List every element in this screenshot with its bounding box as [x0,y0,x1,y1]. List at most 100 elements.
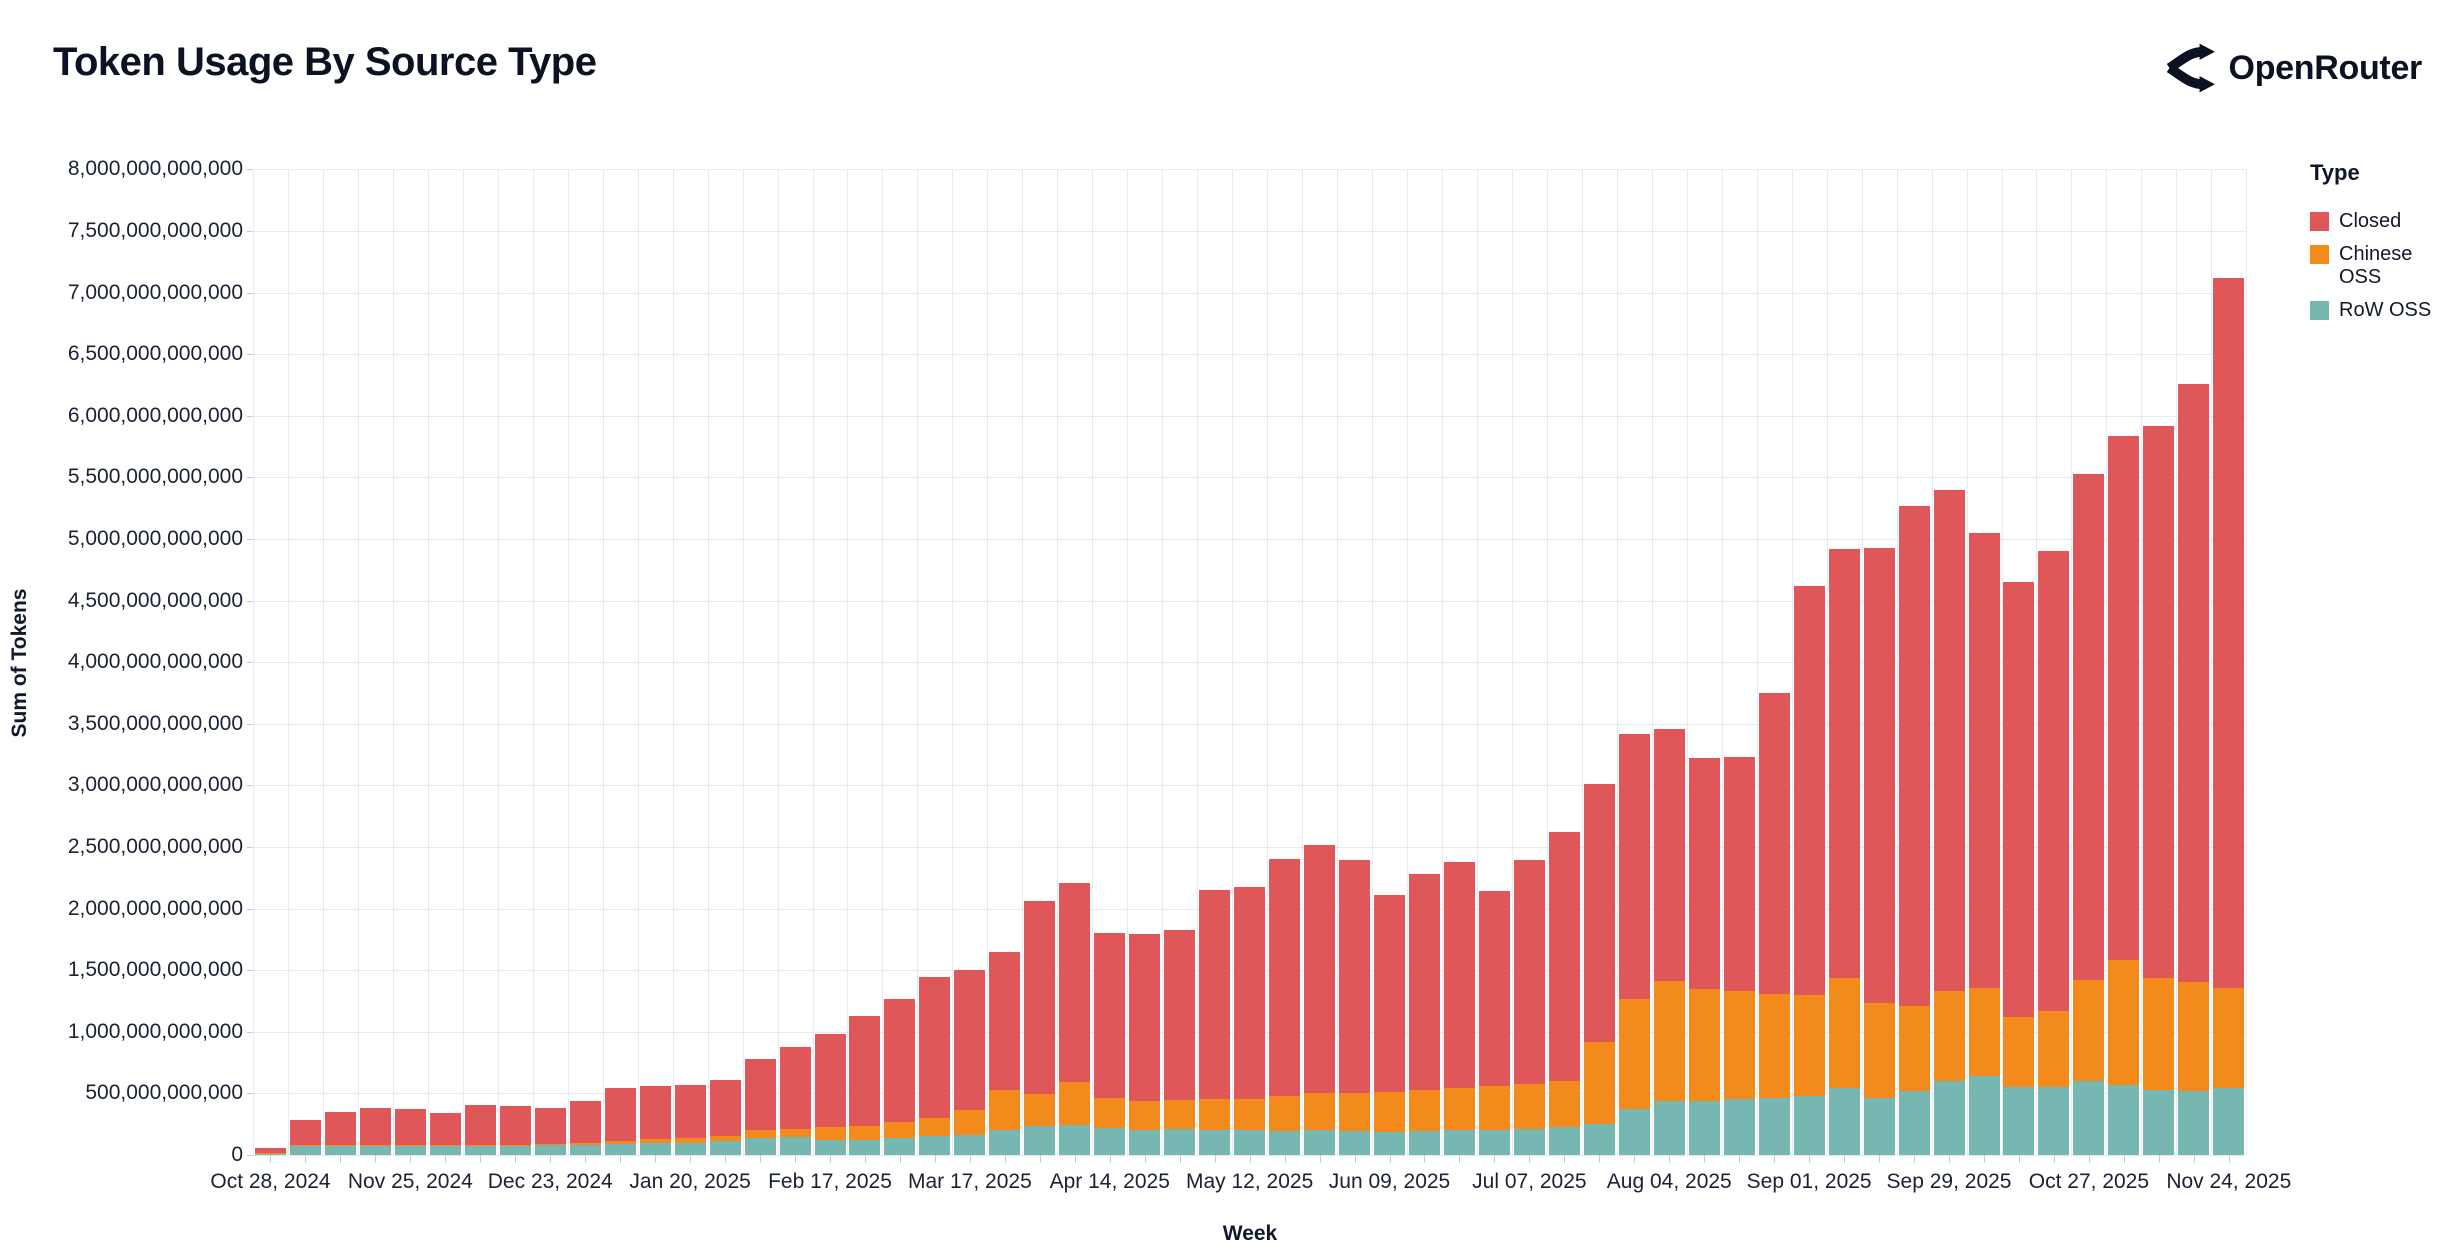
bar-week-mar-31-2025[interactable] [1024,901,1056,1155]
bar-week-apr-28-2025[interactable] [1164,929,1196,1155]
bar-segment-row-oss[interactable] [1653,1101,1685,1155]
bar-segment-closed[interactable] [1094,933,1126,1099]
bar-segment-row-oss[interactable] [2003,1087,2035,1155]
bar-segment-closed[interactable] [1234,887,1266,1099]
bar-segment-closed[interactable] [1618,733,1650,999]
bar-segment-closed[interactable] [1758,693,1790,994]
bar-week-mar-17-2025[interactable] [954,970,986,1155]
bar-segment-row-oss[interactable] [394,1145,426,1155]
bar-segment-chinese-oss[interactable] [1688,989,1720,1101]
bar-segment-closed[interactable] [1478,891,1510,1086]
bar-segment-row-oss[interactable] [2213,1087,2245,1155]
bar-week-sep-29-2025[interactable] [1933,490,1965,1155]
bar-week-jul-21-2025[interactable] [1583,783,1615,1155]
legend-item-closed[interactable]: Closed [2310,210,2450,233]
bar-week-sep-15-2025[interactable] [1863,547,1895,1155]
bar-segment-chinese-oss[interactable] [289,1144,321,1146]
bar-segment-row-oss[interactable] [779,1137,811,1155]
bar-week-apr-07-2025[interactable] [1059,882,1091,1155]
bar-segment-closed[interactable] [2038,551,2070,1011]
bar-segment-chinese-oss[interactable] [324,1145,356,1147]
bar-segment-row-oss[interactable] [429,1146,461,1155]
bar-week-mar-24-2025[interactable] [989,951,1021,1155]
bar-segment-closed[interactable] [1024,901,1056,1095]
legend-item-row-oss[interactable]: RoW OSS [2310,299,2450,322]
bar-week-nov-18-2024[interactable] [359,1108,391,1155]
bar-segment-chinese-oss[interactable] [1059,1082,1091,1126]
bar-week-dec-30-2024[interactable] [569,1101,601,1155]
bar-segment-chinese-oss[interactable] [1618,998,1650,1110]
bar-week-jun-09-2025[interactable] [1374,895,1406,1155]
bar-segment-chinese-oss[interactable] [1374,1092,1406,1132]
bar-segment-closed[interactable] [849,1015,881,1127]
bar-segment-closed[interactable] [1374,895,1406,1093]
bar-week-mar-03-2025[interactable] [884,999,916,1155]
bar-segment-chinese-oss[interactable] [569,1142,601,1145]
bar-segment-closed[interactable] [1443,861,1475,1088]
bar-segment-row-oss[interactable] [1583,1123,1615,1155]
bar-segment-chinese-oss[interactable] [989,1090,1021,1130]
bar-segment-chinese-oss[interactable] [1443,1087,1475,1131]
bar-segment-closed[interactable] [1129,934,1161,1101]
bar-segment-chinese-oss[interactable] [744,1130,776,1138]
bar-segment-closed[interactable] [779,1047,811,1129]
bar-segment-row-oss[interactable] [1723,1098,1755,1155]
bar-segment-chinese-oss[interactable] [709,1135,741,1142]
bar-segment-chinese-oss[interactable] [2178,981,2210,1091]
bar-segment-closed[interactable] [1793,585,1825,995]
bar-week-jun-16-2025[interactable] [1408,874,1440,1155]
bar-segment-chinese-oss[interactable] [1968,988,2000,1076]
bar-segment-row-oss[interactable] [359,1145,391,1155]
bar-segment-row-oss[interactable] [1513,1128,1545,1155]
bar-week-feb-10-2025[interactable] [779,1047,811,1155]
bar-segment-chinese-oss[interactable] [429,1145,461,1147]
bar-segment-row-oss[interactable] [709,1141,741,1155]
bar-segment-closed[interactable] [604,1088,636,1141]
bar-segment-row-oss[interactable] [1059,1125,1091,1155]
bar-week-jul-07-2025[interactable] [1513,859,1545,1155]
bar-segment-row-oss[interactable] [464,1145,496,1155]
bar-segment-chinese-oss[interactable] [1269,1096,1301,1131]
bar-segment-row-oss[interactable] [2143,1090,2175,1155]
bar-segment-closed[interactable] [1548,832,1580,1082]
bar-week-jun-23-2025[interactable] [1443,861,1475,1155]
bar-week-jan-27-2025[interactable] [709,1080,741,1155]
bar-segment-closed[interactable] [1269,859,1301,1097]
bar-segment-closed[interactable] [254,1148,286,1154]
bar-segment-chinese-oss[interactable] [1024,1094,1056,1127]
bar-segment-row-oss[interactable] [1164,1129,1196,1155]
bar-week-aug-18-2025[interactable] [1723,757,1755,1155]
bar-segment-closed[interactable] [1583,783,1615,1043]
bar-segment-row-oss[interactable] [1024,1126,1056,1155]
bar-week-jun-02-2025[interactable] [1339,859,1371,1155]
bar-segment-chinese-oss[interactable] [1234,1098,1266,1131]
bar-segment-row-oss[interactable] [1408,1130,1440,1155]
bar-segment-chinese-oss[interactable] [639,1139,671,1144]
bar-segment-closed[interactable] [674,1085,706,1138]
bar-segment-row-oss[interactable] [954,1134,986,1155]
bar-segment-chinese-oss[interactable] [499,1144,531,1146]
bar-week-jul-28-2025[interactable] [1618,733,1650,1155]
bar-segment-closed[interactable] [1653,729,1685,982]
bar-week-apr-21-2025[interactable] [1129,934,1161,1155]
bar-segment-closed[interactable] [1723,757,1755,991]
bar-segment-row-oss[interactable] [1374,1131,1406,1155]
bar-segment-chinese-oss[interactable] [1548,1081,1580,1127]
bar-segment-row-oss[interactable] [254,1153,286,1155]
bar-week-nov-11-2024[interactable] [324,1112,356,1155]
bar-segment-chinese-oss[interactable] [2108,960,2140,1085]
bar-week-aug-25-2025[interactable] [1758,693,1790,1155]
bar-segment-closed[interactable] [324,1112,356,1146]
bar-segment-chinese-oss[interactable] [1583,1042,1615,1124]
bar-segment-chinese-oss[interactable] [2003,1017,2035,1088]
bar-week-may-12-2025[interactable] [1234,887,1266,1155]
bar-week-nov-24-2025[interactable] [2213,278,2245,1155]
bar-segment-chinese-oss[interactable] [2038,1010,2070,1087]
bar-segment-row-oss[interactable] [1758,1097,1790,1155]
bar-segment-closed[interactable] [1408,874,1440,1091]
bar-segment-chinese-oss[interactable] [1199,1098,1231,1130]
bar-segment-row-oss[interactable] [1269,1130,1301,1155]
bar-week-may-19-2025[interactable] [1269,859,1301,1155]
bar-week-nov-17-2025[interactable] [2178,383,2210,1155]
bar-segment-closed[interactable] [1513,859,1545,1085]
